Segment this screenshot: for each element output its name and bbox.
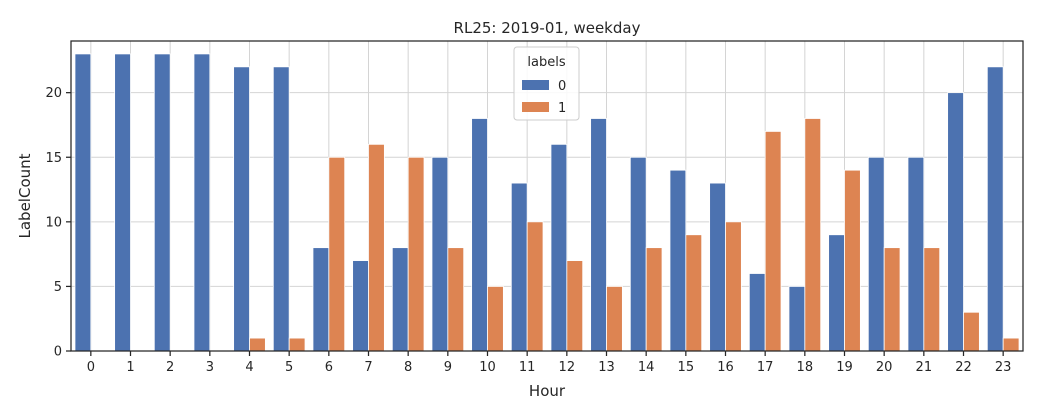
x-tick-label: 10: [479, 360, 496, 375]
legend-label-1: 1: [558, 101, 566, 116]
x-tick-label: 22: [955, 360, 972, 375]
bar-series-1-hour-13: [606, 286, 623, 352]
x-tick-label: 1: [126, 360, 134, 375]
bar-series-1-hour-9: [447, 247, 465, 352]
x-tick-label: 9: [444, 360, 452, 375]
x-tick-label: 2: [166, 360, 174, 375]
x-axis-title: Hour: [529, 382, 566, 400]
chart-title: RL25: 2019-01, weekday: [454, 19, 641, 37]
bar-series-0-hour-19: [828, 234, 845, 352]
x-tick-label: 21: [916, 360, 933, 375]
y-tick-label: 0: [54, 345, 62, 360]
x-tick-label: 17: [757, 360, 774, 375]
x-tick-label: 15: [678, 360, 695, 375]
bar-series-0-hour-23: [986, 66, 1004, 352]
bar-series-1-hour-6: [328, 156, 346, 352]
x-tick-label: 18: [797, 360, 814, 375]
bar-series-1-hour-17: [764, 131, 782, 352]
bar-series-1-hour-20: [883, 247, 901, 352]
bar-series-1-hour-4: [249, 337, 266, 352]
plot-frame: [70, 40, 1024, 352]
bar-series-0-hour-7: [352, 260, 369, 352]
bar-series-1-hour-12: [566, 260, 584, 352]
bar-series-0-hour-2: [153, 53, 171, 352]
legend-title: labels: [527, 55, 565, 70]
bar-series-1-hour-19: [844, 169, 861, 352]
bar-series-0-hour-15: [669, 169, 687, 352]
bar-series-0-hour-14: [629, 156, 647, 352]
x-tick-label: 6: [325, 360, 333, 375]
legend-label-0: 0: [558, 79, 566, 94]
bar-series-1-hour-16: [725, 221, 742, 352]
bar-series-0-hour-1: [114, 53, 131, 352]
bar-series-0-hour-13: [590, 118, 607, 352]
x-tick-label: 12: [559, 360, 576, 375]
bar-series-0-hour-12: [550, 143, 568, 352]
bar-series-0-hour-18: [788, 286, 806, 352]
bar-series-1-hour-18: [804, 118, 822, 352]
x-tick-label: 23: [995, 360, 1012, 375]
bars: [74, 53, 1020, 352]
legend: labels 01: [513, 46, 580, 121]
bar-series-1-hour-15: [685, 234, 703, 352]
bar-series-0-hour-9: [431, 156, 449, 352]
bar-series-0-hour-4: [233, 66, 250, 352]
bar-series-0-hour-21: [907, 156, 925, 352]
bar-series-0-hour-17: [748, 273, 766, 352]
x-tick-label: 20: [876, 360, 893, 375]
y-tick-label: 15: [45, 151, 62, 166]
x-tick-label: 8: [404, 360, 412, 375]
x-tick-label: 5: [285, 360, 293, 375]
bar-series-1-hour-11: [526, 221, 544, 352]
bar-series-1-hour-10: [487, 286, 504, 352]
bar-series-0-hour-11: [510, 182, 528, 352]
bar-series-0-hour-3: [193, 53, 211, 352]
y-tick-label: 10: [45, 215, 62, 230]
bar-series-1-hour-21: [923, 247, 941, 352]
bar-series-0-hour-5: [272, 66, 290, 352]
legend-entries: 01: [522, 79, 566, 116]
y-tick-label: 20: [45, 86, 62, 101]
bar-series-0-hour-8: [391, 247, 409, 352]
legend-swatch-0: [522, 80, 549, 90]
x-tick-label: 4: [245, 360, 253, 375]
x-tick-label: 16: [717, 360, 734, 375]
y-tick-label: 5: [54, 280, 62, 295]
bar-series-1-hour-5: [288, 337, 306, 352]
bar-series-0-hour-16: [709, 182, 726, 352]
y-axis-title: LabelCount: [16, 153, 34, 238]
x-tick-label: 19: [836, 360, 853, 375]
x-tick-label: 13: [598, 360, 615, 375]
bar-series-0-hour-20: [867, 156, 885, 352]
x-tick-label: 3: [206, 360, 214, 375]
bar-series-0-hour-0: [74, 53, 92, 352]
x-tick-label: 11: [519, 360, 536, 375]
bar-series-1-hour-7: [368, 143, 385, 352]
bar-series-0-hour-10: [471, 118, 488, 352]
bar-series-1-hour-8: [407, 156, 425, 352]
bar-series-1-hour-23: [1002, 337, 1020, 352]
bar-series-1-hour-14: [645, 247, 663, 352]
x-tick-label: 0: [87, 360, 95, 375]
bar-series-0-hour-22: [947, 92, 964, 352]
legend-swatch-1: [522, 102, 549, 112]
bar-series-0-hour-6: [312, 247, 330, 352]
x-tick-label: 14: [638, 360, 655, 375]
x-tick-label: 7: [364, 360, 372, 375]
bar-series-1-hour-22: [963, 311, 980, 352]
